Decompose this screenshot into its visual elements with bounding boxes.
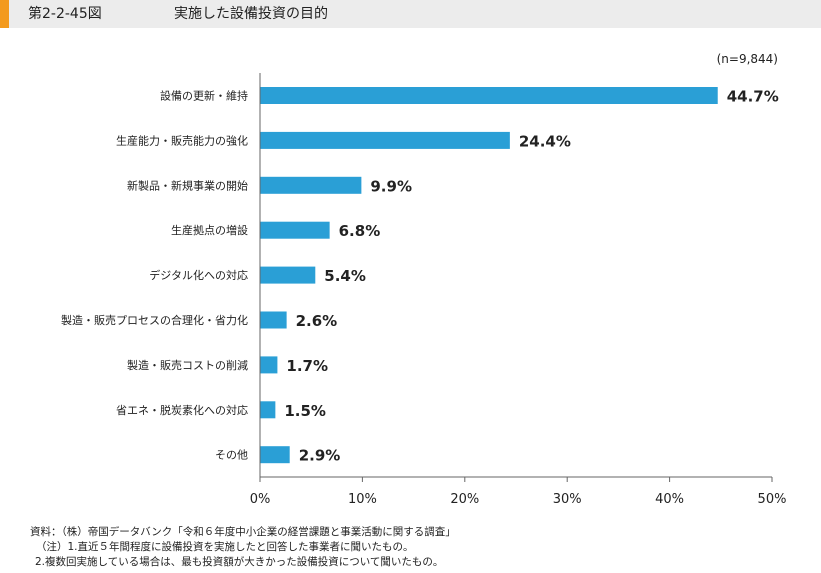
bar [260,87,718,104]
x-tick-label: 10% [348,492,377,507]
data-label: 5.4% [324,267,366,285]
bar [260,356,278,374]
footnote-note-2: 2.複数回実施している場合は、最も投資額が大きかった設備投資について聞いたもの。 [35,556,444,568]
data-label: 1.7% [286,357,328,375]
data-label: 2.9% [299,447,341,465]
x-tick-label: 30% [553,492,582,507]
figure-title: 実施した設備投資の目的 [174,6,328,22]
footnote-source: 資料：（株）帝国データバンク「令和６年度中小企業の経営課題と事業活動に関する調査… [30,526,456,538]
data-label: 44.7% [727,88,779,106]
x-tick-label: 0% [250,492,271,507]
source-notes: 資料：（株）帝国データバンク「令和６年度中小企業の経営課題と事業活動に関する調査… [30,525,456,570]
category-label: 製造・販売プロセスの合理化・省力化 [61,313,248,327]
bar [260,176,362,194]
data-label: 1.5% [284,402,326,420]
bar [260,311,287,329]
x-tick-label: 40% [655,492,684,507]
category-label: 生産拠点の増設 [171,223,248,237]
category-label: 新製品・新規事業の開始 [127,178,248,192]
category-label: 製造・販売コストの削減 [127,358,248,372]
header-accent-bar [0,0,9,28]
data-label: 9.9% [370,177,412,195]
bar [260,401,276,419]
category-label: 設備の更新・維持 [160,89,248,103]
bar [260,446,290,464]
bar [260,131,510,149]
data-label: 24.4% [519,132,571,150]
category-label: その他 [215,449,248,462]
category-label: 生産能力・販売能力の強化 [116,133,248,147]
bar [260,221,330,239]
x-tick-label: 20% [450,492,479,507]
x-tick-label: 50% [758,492,787,507]
sample-size-label: (n=9,844) [717,52,778,66]
figure-header: 第2-2-45図 実施した設備投資の目的 [0,0,821,28]
plot-area: 設備の更新・維持 44.7% 生産能力・販売能力の強化 24.4% 新製品・新規事業の開… [61,73,786,507]
category-label: 省エネ・脱炭素化への対応 [116,403,248,417]
data-label: 2.6% [296,312,338,330]
bar-chart: (n=9,844) 設備の更新・維持 44.7% 生産能力・販売能力の強化 24.4%… [61,52,786,507]
data-label: 6.8% [339,222,381,240]
figure-number: 第2-2-45図 [28,6,102,22]
bar [260,266,316,284]
footnote-note-1: （注）1.直近５年間程度に設備投資を実施したと回答した事業者に聞いたもの。 [36,541,414,553]
category-label: デジタル化への対応 [149,268,248,282]
